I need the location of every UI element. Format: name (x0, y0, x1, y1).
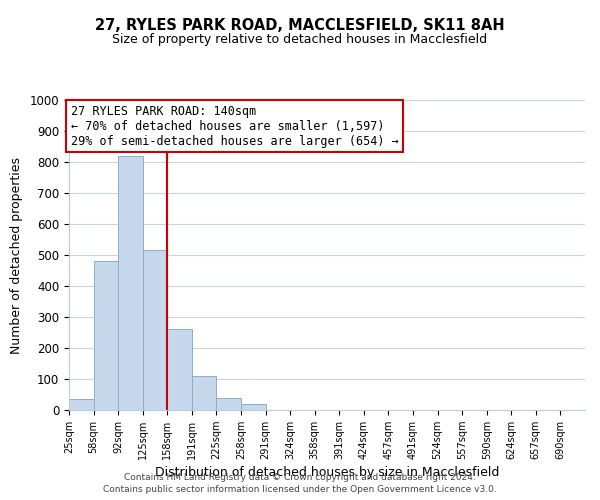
Text: Contains public sector information licensed under the Open Government Licence v3: Contains public sector information licen… (103, 485, 497, 494)
Bar (69, 399, 94, 410)
Bar (118, 156, 143, 410)
Bar (143, 250, 167, 410)
Bar (217, 398, 241, 410)
Text: 27 RYLES PARK ROAD: 140sqm
← 70% of detached houses are smaller (1,597)
29% of s: 27 RYLES PARK ROAD: 140sqm ← 70% of deta… (71, 104, 399, 148)
Text: 27, RYLES PARK ROAD, MACCLESFIELD, SK11 8AH: 27, RYLES PARK ROAD, MACCLESFIELD, SK11 … (95, 18, 505, 32)
Bar (241, 404, 266, 410)
Text: Contains HM Land Registry data © Crown copyright and database right 2024.: Contains HM Land Registry data © Crown c… (124, 472, 476, 482)
Bar (192, 376, 217, 410)
Bar (94, 261, 118, 410)
Text: Size of property relative to detached houses in Macclesfield: Size of property relative to detached ho… (112, 32, 488, 46)
Bar (167, 330, 192, 410)
X-axis label: Distribution of detached houses by size in Macclesfield: Distribution of detached houses by size … (155, 466, 499, 479)
Y-axis label: Number of detached properties: Number of detached properties (10, 156, 23, 354)
